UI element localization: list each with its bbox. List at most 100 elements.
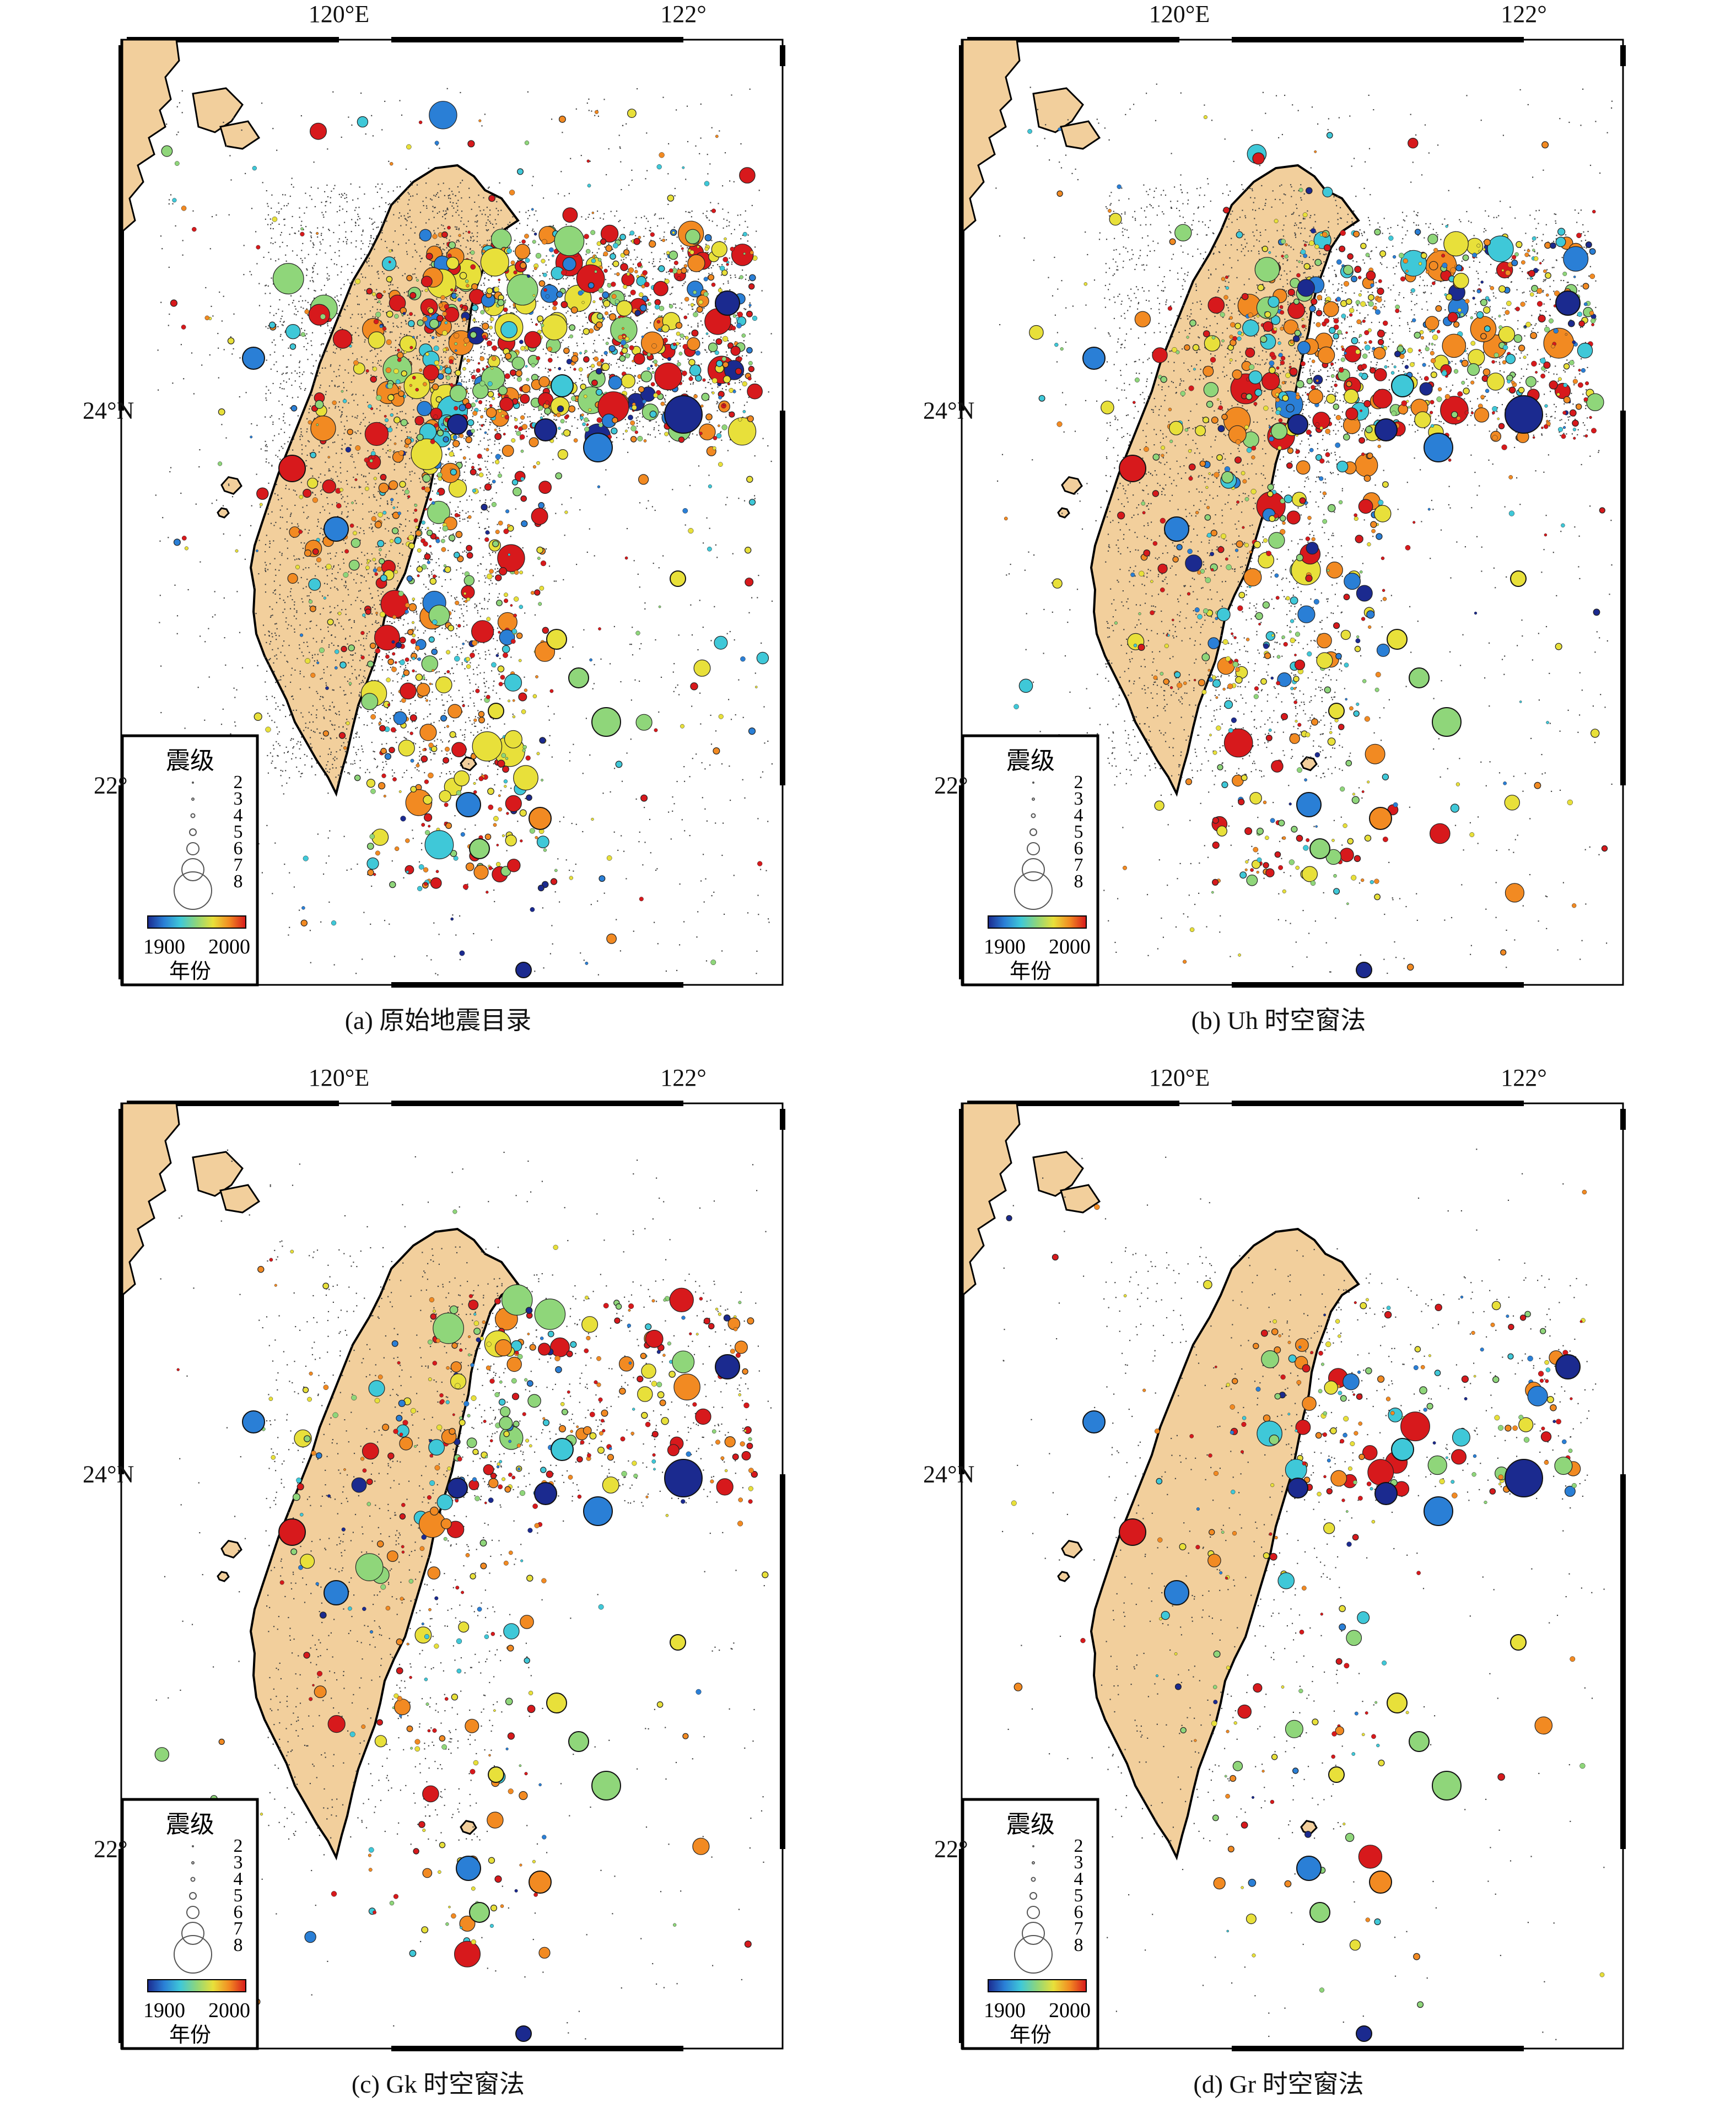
micro-event — [465, 479, 466, 481]
micro-event — [274, 351, 276, 353]
micro-event — [525, 430, 527, 432]
micro-event — [714, 606, 715, 607]
micro-event — [439, 211, 440, 213]
micro-event — [343, 690, 344, 692]
micro-event — [452, 353, 454, 355]
micro-event — [438, 671, 440, 672]
micro-event — [672, 810, 673, 812]
micro-event — [332, 352, 335, 353]
micro-event — [351, 572, 352, 574]
micro-event — [541, 413, 542, 415]
micro-event — [410, 181, 412, 182]
micro-event — [497, 347, 499, 349]
micro-event — [274, 767, 276, 769]
micro-event — [548, 565, 551, 567]
micro-event — [481, 773, 483, 775]
micro-event — [345, 231, 347, 233]
micro-event — [620, 681, 622, 683]
micro-event — [420, 682, 422, 683]
micro-event — [470, 240, 472, 241]
micro-event — [642, 864, 644, 866]
micro-event — [328, 230, 330, 231]
micro-event — [423, 314, 424, 316]
micro-event — [296, 743, 298, 745]
micro-event — [345, 613, 347, 615]
micro-event — [272, 242, 274, 245]
micro-event — [462, 510, 463, 511]
micro-event — [218, 347, 219, 349]
micro-event — [627, 271, 629, 272]
micro-event — [345, 638, 347, 639]
micro-event — [499, 471, 500, 473]
micro-event — [703, 308, 705, 309]
micro-event — [347, 471, 348, 472]
micro-event — [577, 419, 579, 421]
micro-event — [401, 676, 403, 678]
micro-event — [306, 642, 308, 643]
micro-event — [455, 599, 456, 600]
micro-event — [484, 502, 486, 503]
micro-event — [339, 462, 341, 463]
micro-event — [622, 261, 624, 263]
micro-event — [457, 239, 459, 241]
micro-event — [180, 344, 182, 346]
micro-event — [279, 527, 281, 529]
micro-event — [360, 92, 362, 94]
micro-event — [687, 271, 688, 273]
micro-event — [319, 591, 321, 592]
micro-event — [697, 649, 699, 651]
micro-event — [467, 330, 468, 332]
micro-event — [446, 252, 448, 254]
micro-event — [341, 266, 343, 267]
micro-event — [452, 914, 454, 916]
micro-event — [653, 563, 654, 564]
micro-event — [432, 211, 434, 212]
micro-event — [282, 310, 283, 312]
micro-event — [304, 613, 306, 615]
micro-event — [315, 563, 317, 565]
micro-event — [644, 842, 646, 843]
micro-event — [707, 381, 709, 383]
micro-event — [646, 170, 648, 171]
micro-event — [483, 608, 485, 610]
micro-event — [371, 723, 373, 724]
micro-event — [362, 229, 364, 231]
micro-event — [738, 498, 740, 499]
micro-event — [738, 379, 740, 381]
micro-event — [459, 191, 460, 193]
micro-event — [460, 376, 461, 378]
micro-event — [628, 427, 629, 429]
micro-event — [767, 445, 769, 447]
micro-event — [499, 196, 501, 197]
micro-event — [307, 301, 309, 303]
micro-event — [328, 646, 330, 648]
micro-event — [360, 600, 362, 602]
micro-event — [270, 242, 272, 244]
micro-event — [338, 369, 339, 370]
micro-event — [654, 921, 655, 923]
micro-event — [321, 677, 323, 679]
micro-event — [429, 700, 431, 702]
micro-event — [629, 295, 631, 297]
micro-event — [341, 193, 343, 195]
micro-event — [361, 316, 363, 318]
micro-event — [403, 772, 405, 774]
micro-event — [489, 473, 491, 475]
micro-event — [435, 195, 436, 197]
micro-event — [706, 352, 708, 353]
micro-event — [298, 525, 299, 527]
micro-event — [568, 355, 569, 357]
micro-event — [373, 709, 374, 711]
micro-event — [369, 351, 371, 352]
micro-event — [296, 612, 298, 613]
micro-event — [489, 214, 491, 215]
micro-event — [476, 605, 477, 606]
micro-event — [385, 542, 386, 544]
micro-event — [358, 314, 359, 315]
micro-event — [596, 351, 598, 353]
micro-event — [699, 153, 700, 154]
micro-event — [510, 656, 512, 658]
micro-event — [269, 354, 271, 355]
micro-event — [465, 721, 466, 723]
micro-event — [376, 309, 378, 310]
